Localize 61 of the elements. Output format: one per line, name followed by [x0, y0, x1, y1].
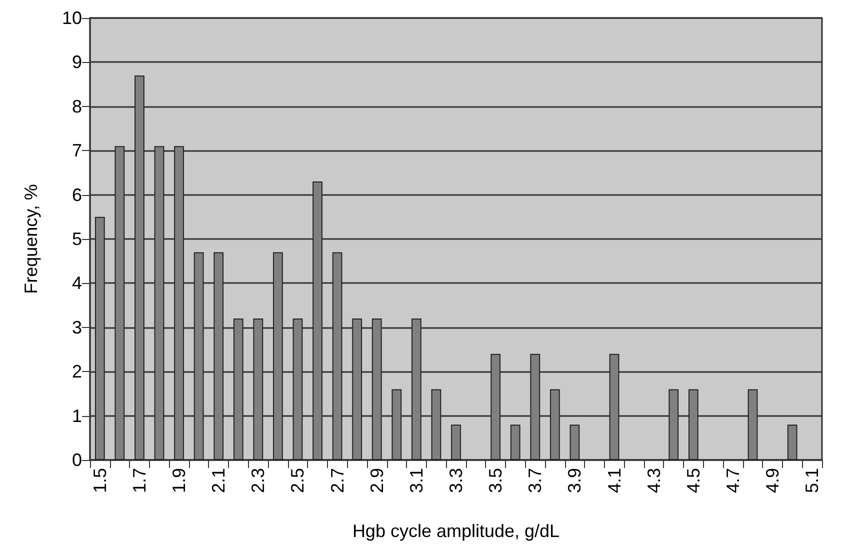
x-tick-label: 2.3 — [248, 468, 268, 494]
x-tick-label: 2.7 — [327, 468, 348, 494]
bar — [668, 389, 679, 460]
bar — [174, 146, 184, 460]
bar — [411, 318, 422, 460]
x-tick-label: 5.1 — [802, 468, 822, 494]
y-tick-label: 3 — [72, 317, 82, 338]
bar — [194, 252, 204, 460]
x-tick-label: 4.9 — [762, 468, 783, 494]
bar — [787, 424, 798, 460]
bar — [490, 354, 501, 460]
y-tick-label: 0 — [72, 450, 82, 470]
x-tick-label: 3.1 — [406, 468, 426, 494]
x-tick-label: 2.1 — [208, 468, 229, 494]
bar — [550, 389, 560, 460]
x-tick-label: 2.5 — [288, 468, 308, 494]
y-tick-label: 9 — [72, 52, 82, 72]
y-tick-label: 8 — [72, 96, 82, 116]
bar — [688, 389, 698, 460]
y-tick-label: 6 — [72, 184, 82, 205]
x-axis-title: Hgb cycle amplitude, g/dL — [352, 521, 560, 541]
x-tick-label: 4.5 — [683, 468, 704, 494]
bar — [233, 318, 244, 460]
x-tick-label: 1.5 — [90, 468, 110, 494]
bar — [273, 252, 283, 460]
bar — [292, 318, 303, 460]
x-tick-label: 2.9 — [366, 468, 387, 494]
x-tick-label: 3.5 — [486, 468, 506, 494]
bar — [748, 389, 758, 460]
bar — [312, 182, 322, 460]
x-tick-label: 4.7 — [722, 468, 743, 494]
bar — [214, 252, 224, 460]
bar — [510, 424, 520, 460]
x-tick-label: 4.3 — [644, 468, 664, 494]
y-tick-label: 4 — [72, 273, 82, 294]
y-tick-label: 1 — [72, 406, 82, 426]
x-tick-label: 3.7 — [525, 468, 546, 494]
bar — [94, 216, 105, 460]
bar — [154, 146, 164, 460]
bar — [570, 424, 580, 460]
x-tick-label: 1.9 — [169, 468, 190, 494]
x-tick-label: 4.1 — [604, 468, 624, 494]
y-tick-label: 7 — [72, 140, 82, 161]
x-tick-label: 3.3 — [446, 468, 466, 494]
bar — [530, 354, 540, 460]
bar — [352, 318, 362, 460]
bar — [114, 146, 125, 460]
bar — [431, 389, 442, 460]
y-tick-label: 2 — [72, 362, 82, 382]
y-axis-title: Frequency, % — [21, 184, 41, 294]
y-tick-label: 10 — [62, 8, 82, 28]
bar — [372, 318, 382, 460]
bar — [134, 75, 144, 460]
bar — [451, 424, 461, 460]
x-tick-label: 1.7 — [129, 468, 150, 494]
bar — [332, 252, 342, 460]
bar — [609, 354, 620, 460]
bar — [392, 389, 402, 460]
bar — [253, 318, 264, 460]
x-tick-label: 3.9 — [564, 468, 585, 494]
y-tick-label: 5 — [72, 229, 82, 249]
